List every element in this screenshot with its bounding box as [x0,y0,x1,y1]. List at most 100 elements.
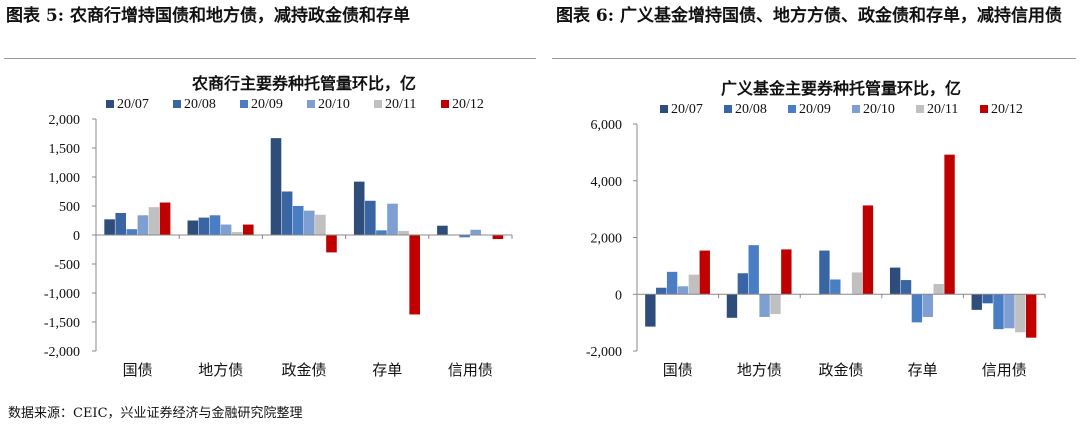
bar-20/11-存单 [398,230,409,235]
bar-20/12-国债 [699,250,710,295]
legend-label: 20/07 [117,97,149,112]
bar-20/10-信用债 [1004,294,1015,329]
legend-swatch [852,105,860,113]
y-tick-label: 2,000 [49,113,81,128]
bar-20/11-存单 [933,284,944,295]
legend-swatch [441,100,449,108]
bar-20/07-国债 [104,219,115,235]
bar-20/10-存单 [387,203,398,235]
bar-20/10-国债 [137,215,149,235]
bar-20/12-政金债 [862,205,874,295]
legend-label: 20/09 [251,97,283,112]
bar-20/07-信用债 [437,225,448,235]
bar-20/10-存单 [922,294,933,317]
x-tick-label: 政金债 [818,362,863,379]
bar-20/11-地方债 [770,294,781,315]
y-tick-label: -2,000 [586,345,622,360]
figure-6-title: 图表 6: 广义基金增持国债、地方方债、政金债和存单，减持信用债 [556,6,1062,26]
bar-20/07-政金债 [270,138,282,235]
bar-20/12-信用债 [492,235,504,240]
y-tick-label: 4,000 [591,175,623,190]
legend-swatch [307,100,315,108]
y-tick-label: 0 [73,229,80,244]
legend-label: 20/08 [735,102,767,117]
bar-20/09-地方债 [209,215,221,235]
legend-swatch [916,105,924,113]
legend-label: 20/11 [927,102,958,117]
y-tick-label: -1,000 [44,287,80,302]
y-tick-label: -500 [54,258,80,273]
bar-20/09-政金债 [830,279,841,295]
bar-20/09-存单 [376,230,387,235]
y-tick-label: 2,000 [591,232,623,247]
chart-title: 广义基金主要券种托管量环比，亿 [721,79,961,98]
y-tick-label: 1,500 [49,142,81,157]
y-tick-label: 6,000 [591,118,623,133]
divider [552,58,1076,59]
bar-20/11-国债 [148,207,160,235]
x-tick-label: 存单 [908,362,938,379]
chart-title: 农商行主要券种托管量环比，亿 [191,74,416,93]
bar-20/09-地方债 [748,245,759,295]
bar-20/09-信用债 [993,294,1004,330]
legend-swatch [240,100,248,108]
legend-swatch [374,100,382,108]
bar-20/11-国债 [688,274,700,295]
bar-20/11-地方债 [231,232,243,235]
bar-20/10-地方债 [220,224,232,235]
x-tick-label: 国债 [663,362,693,379]
x-tick-label: 国债 [123,362,153,379]
legend-label: 20/11 [385,97,416,112]
bar-20/09-国债 [666,271,678,295]
legend-label: 20/10 [318,97,350,112]
y-tick-label: 0 [615,288,622,303]
bar-20/07-信用债 [971,294,982,310]
y-tick-label: 1,000 [49,171,81,186]
legend-label: 20/07 [671,102,703,117]
bar-20/11-政金债 [851,272,863,295]
bar-20/12-存单 [409,235,420,315]
bar-20/07-存单 [353,181,365,235]
bar-20/08-存单 [365,200,376,235]
bar-20/08-政金债 [281,191,293,235]
bar-20/12-信用债 [1025,294,1037,338]
x-tick-label: 信用债 [448,362,493,379]
x-tick-label: 政金债 [281,362,326,379]
x-tick-label: 存单 [372,362,402,379]
bar-20/09-存单 [911,294,923,323]
bar-20/12-地方债 [781,249,792,295]
legend-label: 20/12 [452,97,484,112]
bar-20/12-政金债 [326,235,337,253]
legend-swatch [980,105,988,113]
x-tick-label: 信用债 [982,362,1027,379]
bar-20/07-国债 [645,294,656,327]
bar-20/08-信用债 [982,294,993,304]
legend-label: 20/09 [799,102,831,117]
legend-swatch [788,105,796,113]
bar-20/10-地方债 [759,294,770,317]
bar-20/12-地方债 [242,224,254,235]
legend-swatch [106,100,114,108]
legend-swatch [173,100,181,108]
bar-20/08-存单 [900,280,912,295]
bar-20/09-国债 [126,229,138,235]
bar-20/10-政金债 [304,210,315,235]
x-tick-label: 地方债 [737,362,782,379]
legend-label: 20/10 [863,102,895,117]
y-tick-label: -2,000 [44,345,80,360]
legend-swatch [660,105,668,113]
bar-20/12-存单 [944,154,955,295]
legend-label: 20/12 [991,102,1023,117]
bar-20/08-政金债 [819,250,830,295]
x-tick-label: 地方债 [198,362,243,379]
bar-20/11-信用债 [1015,294,1026,333]
bar-20/08-国债 [115,212,127,235]
bar-20/09-政金债 [292,206,304,235]
bar-20/10-信用债 [470,229,481,235]
bar-20/08-地方债 [198,217,210,235]
bar-20/09-信用债 [459,235,470,238]
bar-20/07-地方债 [187,220,199,235]
legend-swatch [724,105,732,113]
source-note: 数据来源：CEIC，兴业证券经济与金融研究院整理 [8,406,303,421]
